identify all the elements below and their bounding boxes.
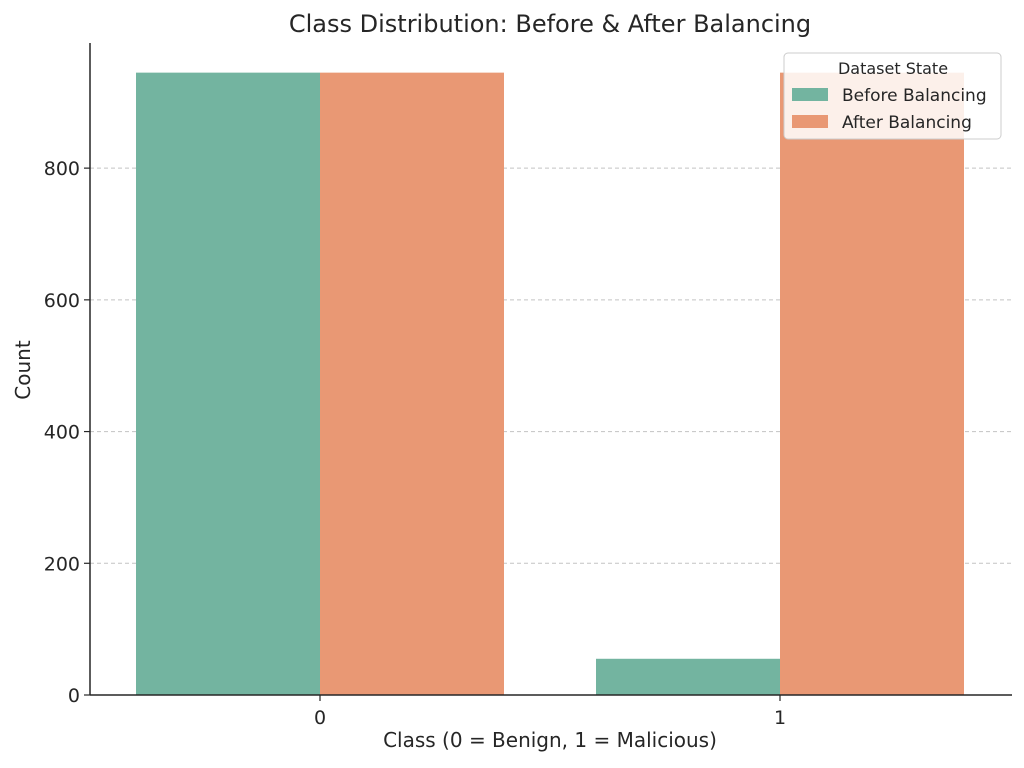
- legend: Dataset State Before Balancing After Bala…: [783, 52, 1002, 140]
- legend-label-after-balancing: After Balancing: [842, 113, 972, 133]
- bar-after-balancing-class-0: [320, 72, 504, 696]
- y-tick-label-200: 200: [44, 553, 80, 575]
- chart-title: Class Distribution: Before & After Balan…: [289, 10, 811, 38]
- bars: [136, 72, 964, 696]
- x-tick-label-0: 0: [314, 707, 326, 729]
- legend-label-before-balancing: Before Balancing: [842, 86, 987, 106]
- tick-labels: 0 200 400 600 800 0 1: [44, 158, 786, 729]
- y-tick-label-400: 400: [44, 422, 80, 444]
- legend-swatch-before-balancing: [792, 88, 828, 101]
- axes: [89, 43, 1012, 696]
- legend-title: Dataset State: [838, 59, 948, 78]
- bar-before-balancing-class-1: [596, 658, 780, 695]
- y-tick-label-600: 600: [44, 290, 80, 312]
- x-axis-label: Class (0 = Benign, 1 = Malicious): [383, 728, 717, 752]
- y-tick-label-800: 800: [44, 158, 80, 180]
- legend-swatch-after-balancing: [792, 115, 828, 128]
- x-tick-label-1: 1: [774, 707, 786, 729]
- bar-before-balancing-class-0: [136, 72, 320, 696]
- bar-after-balancing-class-1: [780, 72, 964, 696]
- legend-frame: [783, 52, 1002, 140]
- y-axis-label: Count: [11, 340, 35, 400]
- y-tick-label-0: 0: [68, 685, 80, 707]
